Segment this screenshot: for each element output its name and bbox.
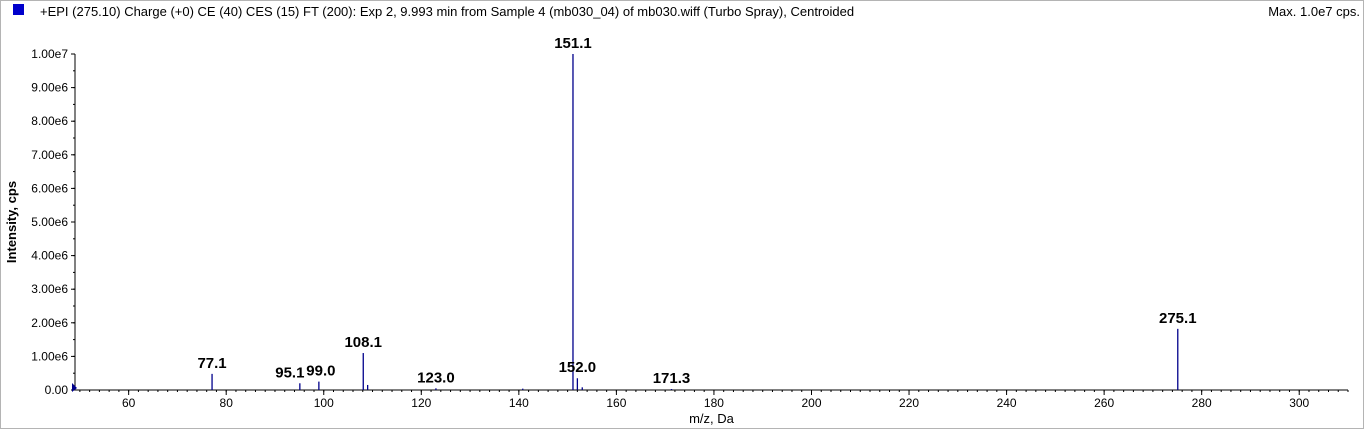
peak-label: 95.1 <box>275 364 304 381</box>
peak-label: 108.1 <box>344 334 382 351</box>
x-tick-label: 200 <box>801 396 821 410</box>
x-tick-label: 120 <box>411 396 431 410</box>
spectrum-title: +EPI (275.10) Charge (+0) CE (40) CES (1… <box>40 4 855 19</box>
x-tick-label: 300 <box>1289 396 1309 410</box>
x-tick-label: 80 <box>220 396 234 410</box>
peak-labels: 77.1 95.1 99.0 108.1 123.0 151.1 152.0 171.3 275… <box>197 35 1196 387</box>
peaks <box>211 54 1179 390</box>
peak-label: 275.1 <box>1159 310 1197 327</box>
peak-label: 123.0 <box>417 369 455 386</box>
peak-label: 171.3 <box>653 370 691 387</box>
y-tick-label: 6.00e6 <box>31 181 68 195</box>
spectrum-header: +EPI (275.10) Charge (+0) CE (40) CES (1… <box>0 0 1362 22</box>
x-tick-label: 180 <box>704 396 724 410</box>
x-tick-label: 220 <box>899 396 919 410</box>
y-tick-label: 1.00e7 <box>31 47 68 61</box>
x-tick-label: 140 <box>509 396 529 410</box>
x-tick-label: 280 <box>1192 396 1212 410</box>
peak-label: 152.0 <box>559 359 597 376</box>
x-tick-label: 100 <box>314 396 334 410</box>
y-tick-label: 5.00e6 <box>31 215 68 229</box>
series-color-swatch[interactable] <box>13 4 24 15</box>
y-axis-title: Intensity, cps <box>4 181 19 263</box>
max-intensity-label: Max. 1.0e7 cps. <box>1268 4 1360 19</box>
y-tick-label: 3.00e6 <box>31 282 68 296</box>
y-tick-label: 4.00e6 <box>31 249 68 263</box>
x-tick-label: 160 <box>606 396 626 410</box>
x-axis-title: m/z, Da <box>689 411 735 426</box>
peak-label: 99.0 <box>306 363 335 380</box>
y-tick-label: 0.00 <box>45 383 69 397</box>
y-tick-label: 9.00e6 <box>31 81 68 95</box>
x-tick-label: 240 <box>997 396 1017 410</box>
peak-label: 151.1 <box>554 35 592 52</box>
x-tick-label: 260 <box>1094 396 1114 410</box>
y-tick-label: 7.00e6 <box>31 148 68 162</box>
origin-marker-icon <box>72 383 77 392</box>
x-tick-label: 60 <box>122 396 136 410</box>
axes: 60 80 100 120 140 160 180 200 220 240 260 280 300 0.0… <box>31 47 1349 410</box>
y-tick-label: 1.00e6 <box>31 349 68 363</box>
y-tick-label: 8.00e6 <box>31 114 68 128</box>
peak-label: 77.1 <box>197 355 226 372</box>
y-tick-label: 2.00e6 <box>31 316 68 330</box>
